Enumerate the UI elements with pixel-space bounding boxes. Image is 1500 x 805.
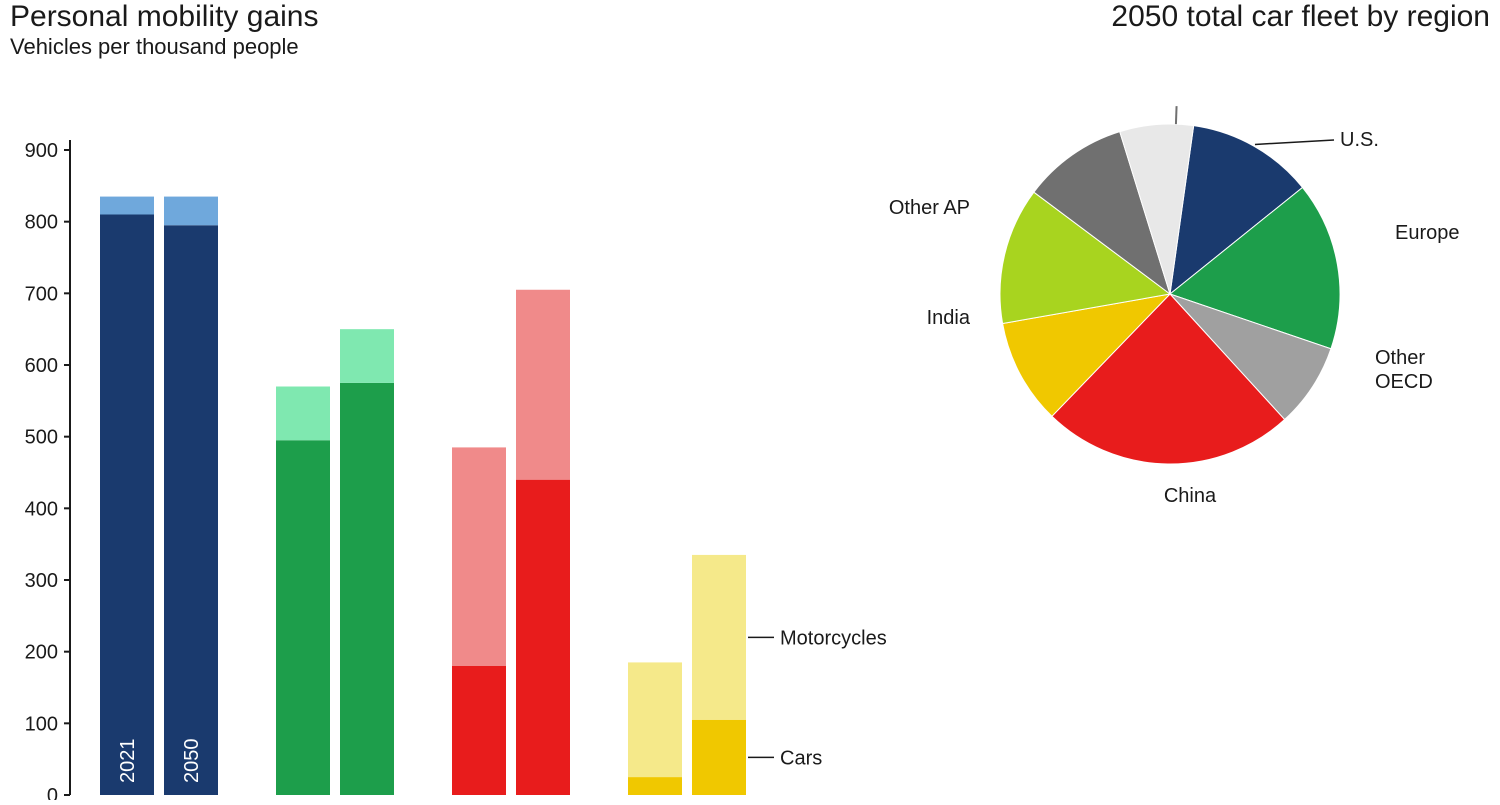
pie-chart-title: 2050 total car fleet by region	[770, 0, 1500, 34]
bar-motorcycles	[628, 662, 682, 777]
pie-leader	[1255, 140, 1334, 144]
bar-cars	[692, 720, 746, 795]
pie-slice-label: Other	[1375, 347, 1425, 369]
bar-cars	[452, 666, 506, 795]
bar-motorcycles	[164, 197, 218, 226]
bar-motorcycles	[276, 387, 330, 441]
bar-motorcycles	[516, 290, 570, 480]
bar-cars	[628, 777, 682, 795]
pie-slice-label: U.S.	[1340, 129, 1379, 151]
y-tick-label: 200	[25, 642, 58, 664]
y-tick-label: 0	[47, 785, 58, 800]
y-tick-label: 800	[25, 212, 58, 234]
pie-slice-label: India	[927, 307, 971, 329]
legend-motorcycles: Motorcycles	[780, 627, 887, 649]
legend-cars: Cars	[780, 747, 822, 769]
pie-slice-label: OECD	[1375, 371, 1433, 393]
bar-cars	[516, 480, 570, 795]
bar-cars	[340, 383, 394, 795]
y-tick-label: 500	[25, 427, 58, 449]
pie-tick	[1176, 106, 1177, 124]
bar-motorcycles	[100, 197, 154, 215]
pie-slice-label: Europe	[1395, 222, 1460, 244]
pie-slice-label: China	[1164, 485, 1217, 507]
pie-slice-label: Other AP	[889, 197, 970, 219]
y-tick-label: 300	[25, 570, 58, 592]
pie-chart-svg: U.S. Europe OtherOECD China India Other AP	[770, 34, 1500, 594]
year-label: 2050	[181, 739, 203, 784]
y-tick-label: 700	[25, 283, 58, 305]
pie-chart-panel: 2050 total car fleet by region U.S. Europ…	[770, 0, 1500, 599]
bar-motorcycles	[692, 555, 746, 720]
bar-cars	[164, 225, 218, 795]
bar-cars	[100, 215, 154, 796]
y-tick-label: 100	[25, 713, 58, 735]
y-tick-label: 400	[25, 498, 58, 520]
bar-cars	[276, 440, 330, 795]
bar-motorcycles	[452, 447, 506, 666]
year-label: 2021	[117, 739, 139, 784]
y-tick-label: 600	[25, 355, 58, 377]
bar-motorcycles	[340, 329, 394, 383]
y-tick-label: 900	[25, 140, 58, 162]
